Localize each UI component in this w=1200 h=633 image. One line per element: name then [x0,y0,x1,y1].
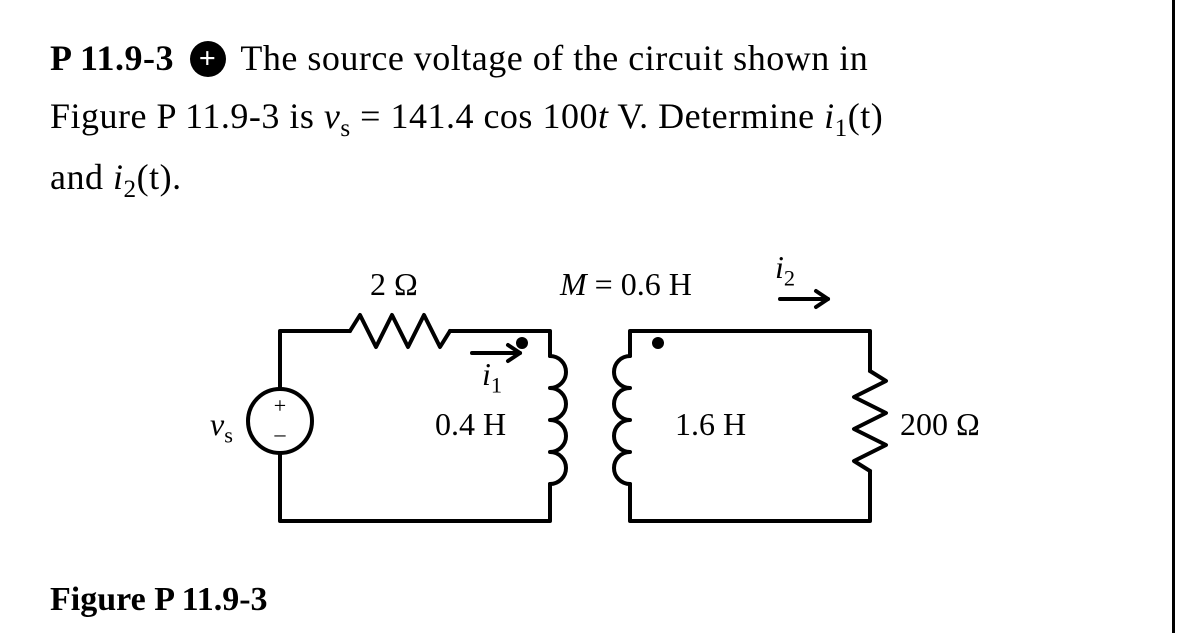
i1-var: i [824,96,835,136]
m-label: M = 0.6 H [560,266,692,303]
page-right-border [1172,0,1175,633]
i1-arg: (t) [848,96,883,136]
l2-label: 1.6 H [675,406,746,443]
l1-label: 0.4 H [435,406,506,443]
equation-unit: V. Determine [608,96,824,136]
vs-label: vs [210,406,233,448]
svg-text:–: – [274,421,287,446]
equation-t: t [598,96,609,136]
problem-number: P 11.9-3 [50,38,174,78]
equation: 141.4 cos 100 [390,96,598,136]
problem-statement: P 11.9-3 + The source voltage of the cir… [50,30,1150,211]
svg-text:+: + [274,393,286,418]
problem-text-2: Figure P 11.9-3 is [50,96,324,136]
equals: = [351,96,391,136]
plus-badge-icon: + [190,41,226,77]
r2-label: 200 Ω [900,406,980,443]
circuit-figure: + – 2 Ω M = 0.6 H i2 i1 0.4 H 1.6 H 200 … [220,241,1120,571]
i2-arg: (t). [137,157,182,197]
i1-sub: 1 [835,115,848,142]
i2-label: i2 [775,249,795,291]
vs-var: v [324,96,340,136]
i1-label: i1 [482,356,502,398]
vs-sub: s [340,115,350,142]
i2-var: i [113,157,124,197]
figure-caption: Figure P 11.9-3 [50,581,1150,619]
r1-label: 2 Ω [370,266,418,303]
and-text: and [50,157,113,197]
problem-text-1: The source voltage of the circuit shown … [240,38,868,78]
i2-sub: 2 [124,176,137,203]
